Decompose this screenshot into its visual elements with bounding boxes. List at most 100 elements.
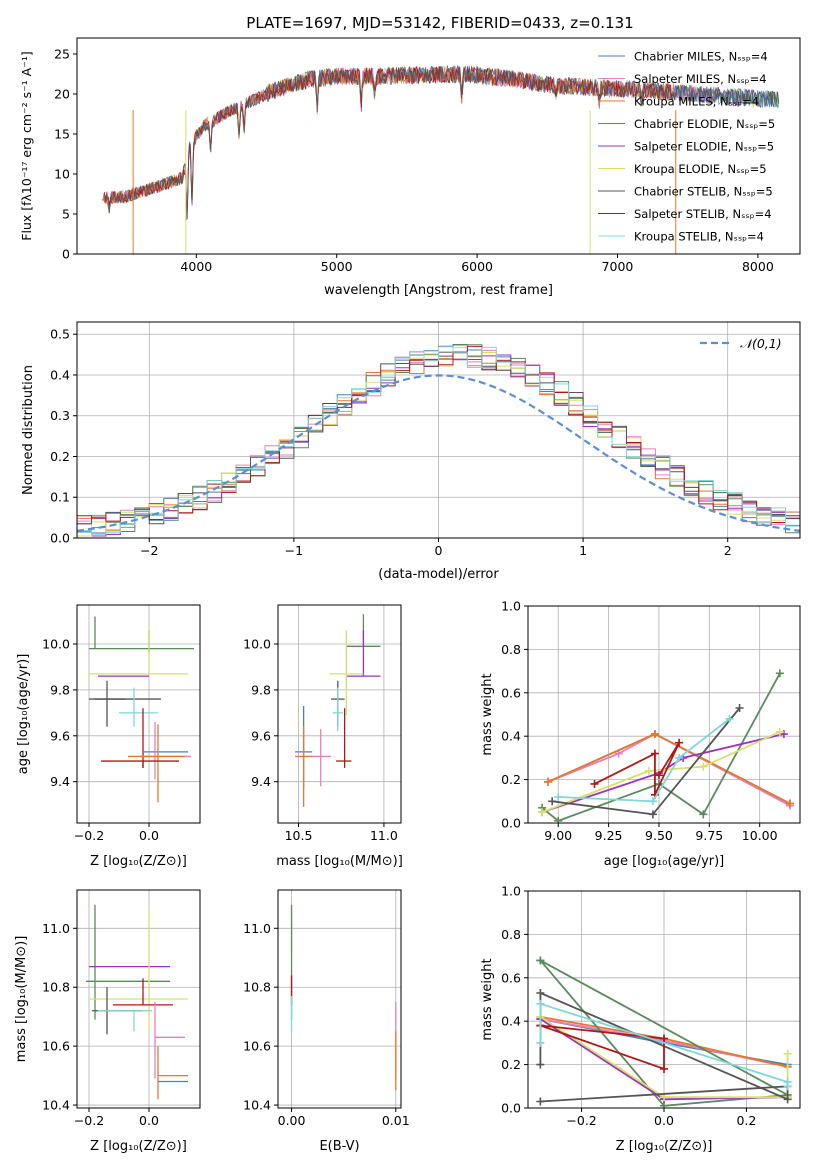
metallicity-massweight-panel: −0.2 0.0 0.2 0.0 0.2 0.4 0.6 0.8 1.0 Z [log₁₀(Z/Z… [480, 884, 801, 1154]
y-tick-label: 0.1 [50, 490, 70, 505]
series-marker [644, 766, 653, 775]
x-tick-label: 9.75 [695, 828, 723, 843]
series-marker [554, 792, 563, 801]
series-marker [536, 1060, 545, 1069]
x-tick-label: −0.2 [566, 1113, 596, 1128]
legend-label: Salpeter STELIB, Nₛₛₚ=4 [634, 207, 772, 221]
legend-label: Chabrier STELIB, Nₛₛₚ=5 [634, 185, 773, 199]
x-axis-label: wavelength [Angstrom, rest frame] [324, 283, 553, 298]
series-marker [548, 797, 557, 806]
series-marker [735, 703, 744, 712]
spectrum-panel: 4000 5000 6000 7000 8000 0 5 10 15 20 25 wavelength… [19, 37, 801, 298]
series-marker [675, 738, 684, 747]
series-marker [660, 1064, 668, 1073]
y-axis-label: mass [log₁₀(M/M⊙)] [14, 936, 29, 1063]
y-tick-label: 9.4 [50, 774, 70, 789]
x-tick-label: −2 [140, 543, 158, 558]
y-tick-label: 11.0 [243, 921, 271, 936]
plot-area [77, 344, 800, 537]
series-marker [536, 999, 545, 1008]
y-tick-label: 0.6 [501, 970, 521, 985]
plot-area [89, 616, 194, 803]
x-tick-label: 0.2 [736, 1113, 756, 1128]
legend-label: Salpeter ELODIE, Nₛₛₚ=5 [634, 140, 774, 154]
axes-frame [76, 604, 201, 824]
x-tick-label: 10.00 [742, 828, 778, 843]
y-tick-label: 1.0 [501, 884, 521, 899]
x-axis-label: (data-model)/error [378, 567, 499, 582]
series-marker [590, 779, 599, 788]
legend-label: Chabrier ELODIE, Nₛₛₚ=5 [634, 117, 775, 131]
axes-frame [76, 37, 801, 255]
series-marker [699, 762, 708, 771]
series-marker [725, 714, 734, 723]
y-tick-label: 0.5 [50, 327, 70, 342]
ebv-mass-panel: 0.00 0.01 10.4 10.6 10.8 11.0 E(B-V) [243, 889, 410, 1154]
y-tick-label: 10.4 [42, 1098, 70, 1113]
y-tick-label: 0.0 [50, 531, 70, 546]
y-tick-label: 0.6 [501, 685, 521, 700]
series-marker [675, 753, 684, 762]
series-marker [544, 777, 553, 786]
y-tick-label: 5 [62, 207, 70, 222]
x-tick-label: 0.0 [139, 828, 159, 843]
x-tick-label: 1 [579, 543, 587, 558]
y-tick-label: 0.0 [501, 1101, 521, 1116]
axes-frame [527, 605, 801, 824]
x-tick-label: 5000 [321, 259, 353, 274]
y-tick-label: 0.8 [501, 642, 521, 657]
y-tick-label: 0.3 [50, 408, 70, 423]
series-marker [783, 1095, 792, 1104]
y-tick-label: 0.4 [501, 729, 521, 744]
series-marker [783, 1082, 792, 1091]
series-marker [785, 799, 794, 808]
x-tick-label: 0.00 [278, 1113, 306, 1128]
y-tick-label: 15 [54, 127, 70, 142]
y-tick-label: 9.4 [251, 774, 271, 789]
plot-area [538, 669, 794, 823]
series-line-salpeter_miles [547, 732, 791, 807]
series-line-chabrier_elodie [539, 959, 791, 1107]
y-axis-label: age [log₁₀(age/yr)] [16, 654, 31, 775]
y-tick-label: 9.6 [251, 728, 271, 743]
x-tick-label: 9.50 [645, 828, 673, 843]
x-tick-label: 7000 [602, 259, 634, 274]
legend-label: Chabrier MILES, Nₛₛₚ=4 [634, 50, 768, 64]
y-tick-label: 0 [62, 247, 70, 262]
legend-label: Kroupa MILES, Nₛₛₚ=4 [634, 95, 759, 109]
x-tick-label: 9.25 [595, 828, 623, 843]
residual-histogram-panel: −2 −1 0 1 2 0.0 0.1 0.2 0.3 0.4 0.5 (data-model)/er… [21, 321, 801, 582]
x-tick-label: 4000 [180, 259, 212, 274]
y-axis-label: Flux [fλ10⁻¹⁷ erg cm⁻² s⁻¹ A⁻¹] [19, 51, 34, 240]
series-marker [648, 797, 657, 806]
plot-area [101, 64, 780, 254]
x-axis-label: Z [log₁₀(Z/Z⊙)] [616, 1139, 713, 1154]
x-tick-label: 8000 [742, 259, 774, 274]
y-axis-label: mass weight [480, 958, 495, 1040]
series-line-kroupa_elodie [539, 1016, 789, 1099]
y-tick-label: 0.4 [501, 1014, 521, 1029]
x-tick-label: −1 [285, 543, 303, 558]
x-tick-label: 11.0 [370, 828, 398, 843]
legend-label: Salpeter MILES, Nₛₛₚ=4 [634, 72, 767, 86]
histogram-kroupa_stelib [77, 346, 800, 535]
series-line-kroupa_elodie [541, 731, 781, 813]
series-marker [783, 1049, 792, 1058]
x-axis-label: Z [log₁₀(Z/Z⊙)] [90, 854, 187, 869]
series-marker [648, 810, 657, 819]
legend-label: Kroupa ELODIE, Nₛₛₚ=5 [634, 162, 767, 176]
metallicity-mass-panel: −0.2 0.0 10.4 10.6 10.8 11.0 Z [log₁₀(Z/Z⊙)] ma… [14, 889, 201, 1154]
series-marker [699, 810, 708, 819]
series-marker [775, 727, 784, 736]
y-axis-label: mass weight [480, 673, 495, 755]
y-tick-label: 10 [54, 167, 70, 182]
y-tick-label: 1.0 [501, 599, 521, 614]
y-tick-label: 0.2 [501, 772, 521, 787]
x-axis-label: age [log₁₀(age/yr)] [604, 854, 725, 869]
y-tick-label: 10.8 [42, 980, 70, 995]
y-tick-label: 20 [54, 87, 70, 102]
x-tick-label: −0.2 [74, 1113, 104, 1128]
x-axis-label: Z [log₁₀(Z/Z⊙)] [90, 1139, 187, 1154]
series-marker [650, 749, 659, 758]
mass-age-panel: 10.5 11.0 9.4 9.6 9.8 10.0 mass [log₁₀(M/M⊙)] [243, 604, 403, 869]
